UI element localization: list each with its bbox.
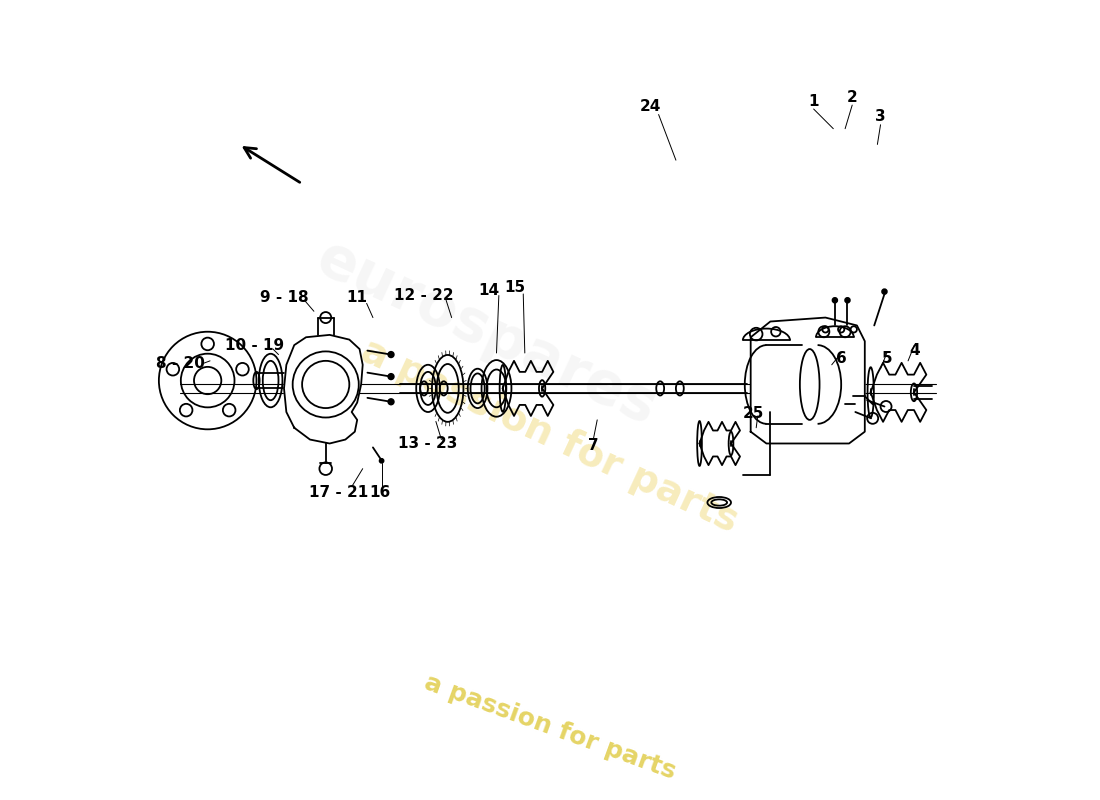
Text: 2: 2 [847,90,858,105]
Text: 4: 4 [909,343,920,358]
Text: 5: 5 [881,351,892,366]
Text: 12 - 22: 12 - 22 [394,288,454,303]
Text: 8 - 20: 8 - 20 [156,356,205,370]
Text: 13 - 23: 13 - 23 [398,436,458,451]
Text: a passion for parts: a passion for parts [355,331,745,540]
Text: 14: 14 [478,282,499,298]
Polygon shape [284,335,363,443]
Ellipse shape [388,374,394,379]
Text: 7: 7 [588,438,598,453]
Text: 11: 11 [346,290,367,306]
Text: 25: 25 [742,406,763,421]
Text: 17 - 21: 17 - 21 [309,485,368,500]
Text: 9 - 18: 9 - 18 [260,290,308,306]
Text: 10 - 19: 10 - 19 [226,338,285,353]
Polygon shape [750,318,865,443]
Text: 24: 24 [640,99,661,114]
Ellipse shape [882,290,887,294]
Ellipse shape [388,352,394,358]
Text: a passion for parts: a passion for parts [421,670,679,783]
Text: 15: 15 [504,280,525,295]
Text: 3: 3 [876,110,886,124]
Text: 1: 1 [808,94,818,109]
Text: 6: 6 [836,351,847,366]
Ellipse shape [388,399,394,405]
Ellipse shape [833,298,837,302]
Ellipse shape [379,459,384,462]
Text: 16: 16 [370,485,390,500]
Ellipse shape [845,298,850,302]
Text: eurospares: eurospares [308,230,667,437]
